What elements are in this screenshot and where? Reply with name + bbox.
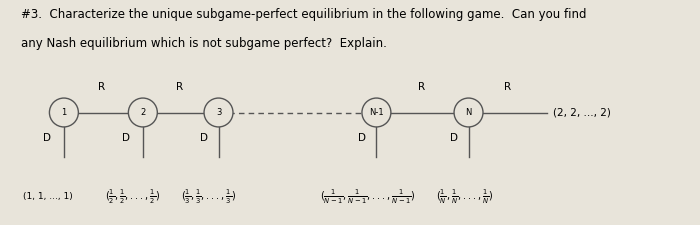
- Text: 1: 1: [62, 108, 66, 117]
- Text: N-1: N-1: [369, 108, 384, 117]
- Text: (1, 1, ..., 1): (1, 1, ..., 1): [22, 192, 72, 201]
- Ellipse shape: [128, 98, 158, 127]
- Text: $(\frac{1}{2}, \frac{1}{2}, ..., \frac{1}{2})$: $(\frac{1}{2}, \frac{1}{2}, ..., \frac{1…: [105, 188, 161, 206]
- Text: $(\frac{1}{N}, \frac{1}{N}, ..., \frac{1}{N})$: $(\frac{1}{N}, \frac{1}{N}, ..., \frac{1…: [436, 188, 494, 206]
- Text: $(\frac{1}{3}, \frac{1}{3}, ..., \frac{1}{3})$: $(\frac{1}{3}, \frac{1}{3}, ..., \frac{1…: [181, 188, 237, 206]
- Ellipse shape: [362, 98, 391, 127]
- Text: R: R: [176, 82, 183, 92]
- Text: 2: 2: [140, 108, 146, 117]
- Text: N: N: [466, 108, 472, 117]
- Ellipse shape: [50, 98, 78, 127]
- Ellipse shape: [204, 98, 233, 127]
- Text: D: D: [200, 133, 208, 143]
- Text: R: R: [99, 82, 106, 92]
- Text: #3.  Characterize the unique subgame-perfect equilibrium in the following game. : #3. Characterize the unique subgame-perf…: [21, 8, 587, 21]
- Text: (2, 2, ..., 2): (2, 2, ..., 2): [553, 108, 610, 117]
- Text: D: D: [43, 133, 51, 143]
- Text: R: R: [418, 82, 425, 92]
- Text: D: D: [122, 133, 130, 143]
- Text: R: R: [504, 82, 511, 92]
- Text: 3: 3: [216, 108, 221, 117]
- Text: $(\frac{1}{N-1}, \frac{1}{N-1}, ..., \frac{1}{N-1})$: $(\frac{1}{N-1}, \frac{1}{N-1}, ..., \fr…: [320, 188, 416, 206]
- Ellipse shape: [454, 98, 483, 127]
- Text: D: D: [358, 133, 366, 143]
- Text: any Nash equilibrium which is not subgame perfect?  Explain.: any Nash equilibrium which is not subgam…: [21, 37, 387, 50]
- Text: D: D: [450, 133, 458, 143]
